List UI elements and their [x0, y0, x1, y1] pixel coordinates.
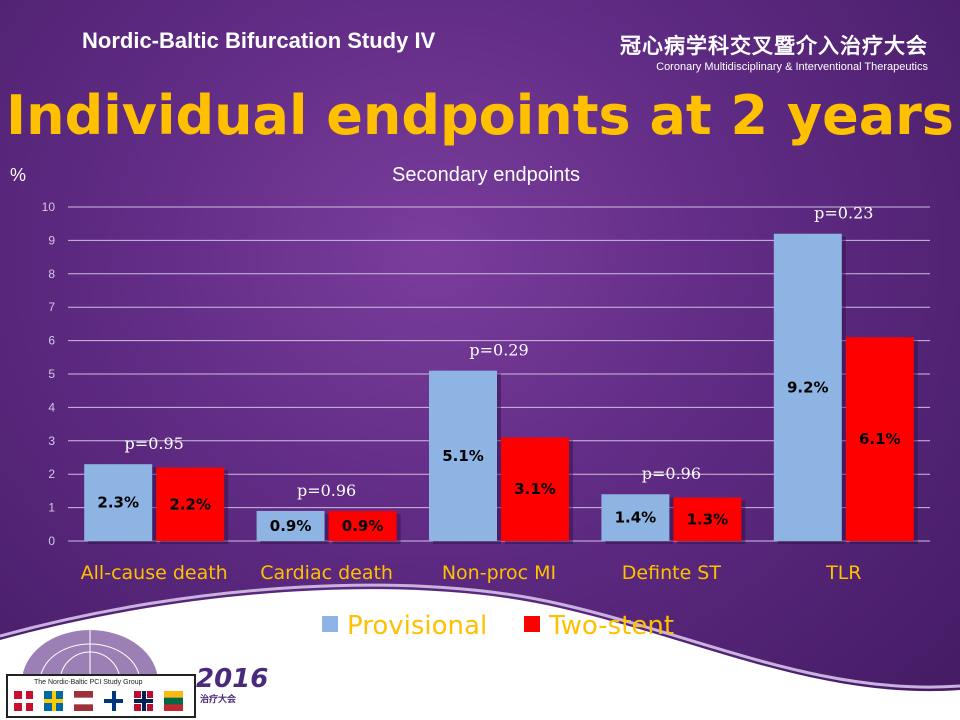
data-label: 9.2%: [787, 378, 829, 396]
brand-english-name: Coronary Multidisciplinary & Interventio…: [656, 61, 928, 73]
bar-provisional: [601, 494, 670, 541]
y-tick-label: 4: [48, 400, 55, 414]
globe-icon: [22, 630, 158, 683]
latvia-flag-icon: [74, 691, 93, 711]
y-tick-label: 10: [42, 200, 56, 214]
legend: Provisional Two-stent: [322, 611, 674, 641]
data-label: 0.9%: [270, 517, 312, 535]
study-group-label: The Nordic-Baltic PCI Study Group: [34, 679, 143, 686]
x-tick-label: Non-proc MI: [442, 562, 556, 584]
x-tick-labels: All-cause death Cardiac death Non-proc MI D…: [81, 562, 862, 584]
legend-label: Two-stent: [548, 611, 674, 641]
bar-provisional: [773, 233, 842, 541]
data-label: 6.1%: [859, 430, 901, 448]
legend-label: Provisional: [347, 611, 487, 641]
bar-two-stent: [501, 437, 569, 541]
y-tick-labels: 0 1 2 3 4 5 6 7 8 9 10: [42, 200, 56, 548]
brand-chinese-name: 冠心病学科交叉暨介入治疗大会: [620, 34, 928, 58]
p-value: p=0.29: [469, 341, 528, 360]
legend-swatch: [322, 616, 338, 632]
data-label: 3.1%: [514, 480, 556, 498]
event-logo-year: 2016: [196, 664, 269, 694]
p-value-annotations: p=0.95 p=0.96 p=0.29 p=0.96 p=0.23: [125, 204, 874, 500]
bar-two-stent: [328, 510, 397, 541]
y-tick-label: 8: [48, 267, 55, 281]
event-logo-chinese: 治疗大会: [200, 695, 237, 705]
x-tick-label: TLR: [825, 562, 861, 584]
data-label: 1.3%: [687, 510, 729, 528]
slide-title: Individual endpoints at 2 years: [6, 84, 954, 147]
y-tick-label: 0: [48, 534, 55, 548]
x-tick-label: All-cause death: [81, 562, 228, 584]
chart-title: Secondary endpoints: [392, 164, 580, 186]
norway-flag-icon: [134, 691, 153, 711]
p-value: p=0.95: [125, 434, 184, 453]
y-tick-label: 5: [48, 367, 55, 381]
y-axis-label: %: [10, 165, 26, 185]
x-tick-label: Cardiac death: [260, 562, 393, 584]
y-tick-label: 7: [48, 300, 55, 314]
bar-two-stent: [845, 337, 914, 541]
y-tick-label: 9: [48, 233, 55, 247]
p-value: p=0.96: [642, 464, 701, 483]
p-value: p=0.96: [297, 481, 356, 500]
p-value: p=0.23: [814, 204, 873, 223]
bar-two-stent: [156, 467, 225, 541]
brand-logo: 冠心病学科交叉暨介入治疗大会 Coronary Multidisciplinar…: [620, 30, 928, 73]
study-name: Nordic-Baltic Bifurcation Study IV: [82, 28, 436, 53]
data-label: 0.9%: [342, 517, 384, 535]
bar-provisional: [429, 370, 497, 541]
y-tick-label: 1: [48, 501, 55, 515]
bar-two-stent: [673, 497, 742, 541]
data-label: 2.3%: [97, 494, 139, 512]
bars: 2.3% 2.2% 0.9% 0.9% 5.1% 3.1% 1.4% 1.3% 9.2% 6.1%: [84, 233, 918, 544]
x-tick-label: Definte ST: [622, 562, 722, 584]
data-label: 5.1%: [442, 447, 484, 465]
finland-flag-icon: [104, 691, 123, 711]
bar-provisional: [84, 464, 153, 541]
denmark-flag-icon: [14, 691, 33, 711]
bar-provisional: [256, 510, 325, 541]
study-group-box: The Nordic-Baltic PCI Study Group: [6, 674, 196, 718]
y-tick-label: 3: [48, 434, 55, 448]
legend-swatch: [524, 616, 540, 632]
data-label: 2.2%: [169, 495, 211, 513]
sweden-flag-icon: [44, 691, 63, 711]
data-label: 1.4%: [615, 509, 657, 527]
y-tick-label: 6: [48, 334, 55, 348]
lithuania-flag-icon: [164, 691, 183, 711]
y-tick-label: 2: [48, 467, 55, 481]
